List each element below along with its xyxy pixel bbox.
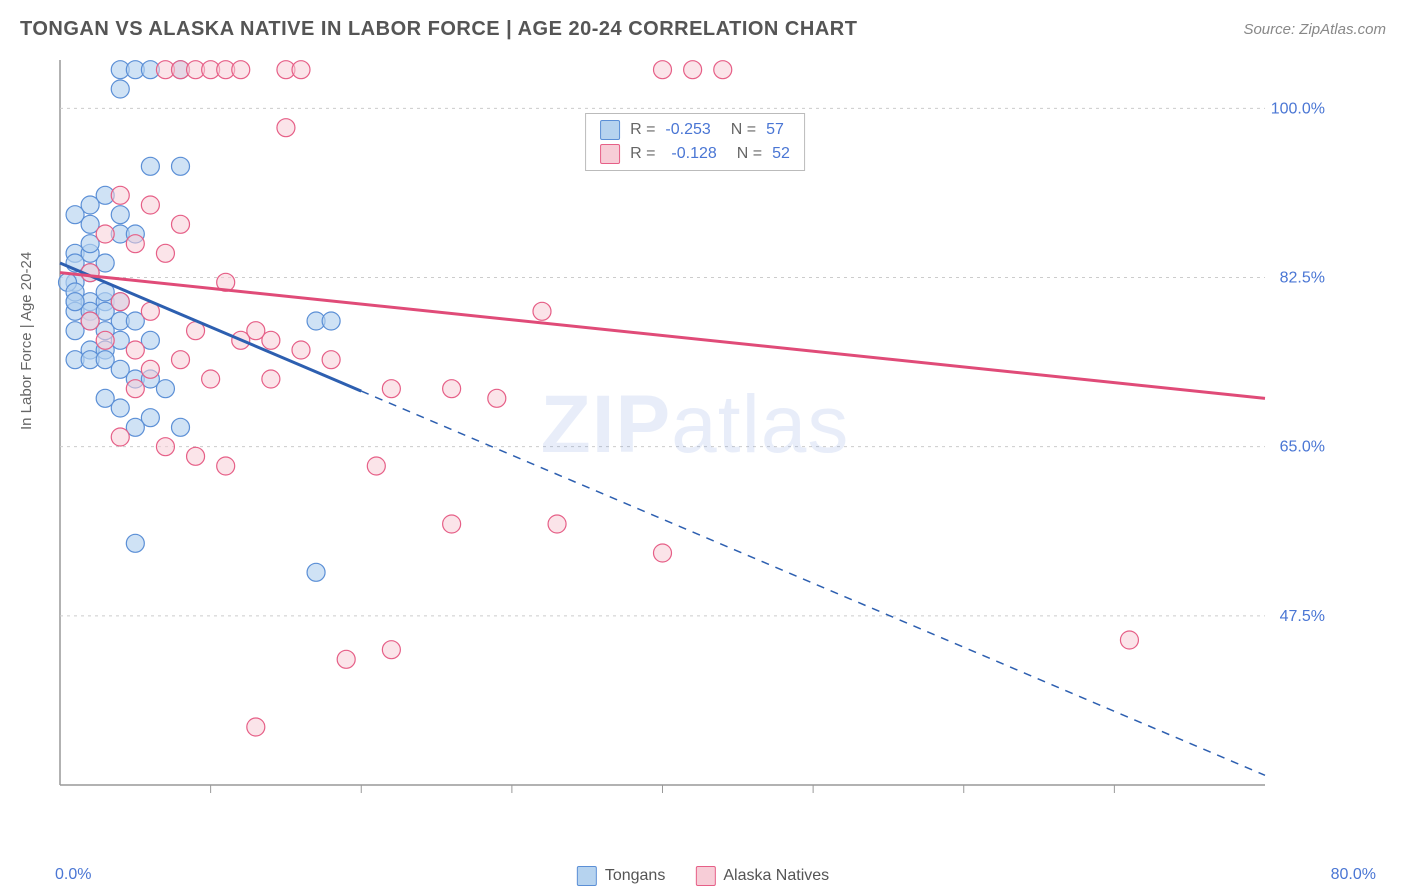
y-axis-label: In Labor Force | Age 20-24 xyxy=(18,252,35,430)
svg-text:65.0%: 65.0% xyxy=(1280,439,1325,456)
svg-text:82.5%: 82.5% xyxy=(1280,270,1325,287)
legend-swatch-icon xyxy=(695,866,715,886)
legend-swatch-icon xyxy=(577,866,597,886)
legend-row-tongans: R = -0.253 N = 57 xyxy=(600,118,790,142)
legend-item-tongans: Tongans xyxy=(577,866,666,886)
legend-swatch-alaska xyxy=(600,144,620,164)
legend-label: Tongans xyxy=(605,867,666,885)
n-label: N = xyxy=(737,145,762,163)
legend-label: Alaska Natives xyxy=(723,867,829,885)
n-label: N = xyxy=(731,121,756,139)
correlation-legend: R = -0.253 N = 57 R = -0.128 N = 52 xyxy=(585,113,805,171)
chart-header: TONGAN VS ALASKA NATIVE IN LABOR FORCE |… xyxy=(20,18,1386,41)
svg-text:100.0%: 100.0% xyxy=(1271,100,1325,117)
chart-area: 47.5%65.0%82.5%100.0% ZIPatlas R = -0.25… xyxy=(55,55,1335,825)
r-value-alaska: -0.128 xyxy=(671,145,716,163)
r-value-tongans: -0.253 xyxy=(665,121,710,139)
chart-source: Source: ZipAtlas.com xyxy=(1243,21,1386,38)
svg-text:47.5%: 47.5% xyxy=(1280,608,1325,625)
r-label: R = xyxy=(630,145,655,163)
r-label: R = xyxy=(630,121,655,139)
x-axis-max-label: 80.0% xyxy=(1331,866,1376,884)
series-legend: Tongans Alaska Natives xyxy=(577,866,829,886)
legend-swatch-tongans xyxy=(600,120,620,140)
n-value-tongans: 57 xyxy=(766,121,784,139)
chart-title: TONGAN VS ALASKA NATIVE IN LABOR FORCE |… xyxy=(20,18,857,41)
n-value-alaska: 52 xyxy=(772,145,790,163)
legend-item-alaska: Alaska Natives xyxy=(695,866,829,886)
x-axis-min-label: 0.0% xyxy=(55,866,91,884)
legend-row-alaska: R = -0.128 N = 52 xyxy=(600,142,790,166)
